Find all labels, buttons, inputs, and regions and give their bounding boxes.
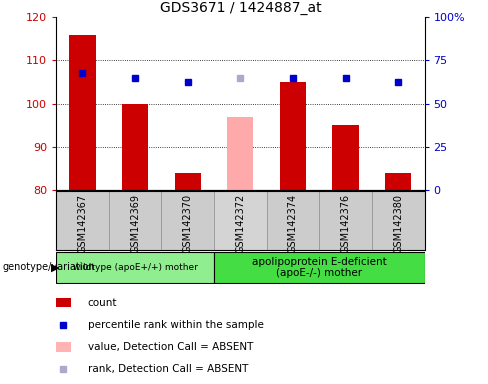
Text: count: count [88, 298, 117, 308]
Text: GSM142380: GSM142380 [393, 194, 403, 253]
Bar [280, 82, 306, 190]
Text: GSM142372: GSM142372 [235, 194, 245, 253]
Text: ▶: ▶ [51, 262, 60, 273]
Title: GDS3671 / 1424887_at: GDS3671 / 1424887_at [160, 1, 321, 15]
Text: value, Detection Call = ABSENT: value, Detection Call = ABSENT [88, 342, 253, 352]
Text: GSM142374: GSM142374 [288, 194, 298, 253]
Bar [69, 35, 96, 190]
Bar [175, 173, 201, 190]
Text: wildtype (apoE+/+) mother: wildtype (apoE+/+) mother [73, 263, 198, 272]
FancyBboxPatch shape [214, 252, 425, 283]
Text: genotype/variation: genotype/variation [2, 262, 95, 273]
Text: percentile rank within the sample: percentile rank within the sample [88, 320, 264, 330]
Text: GSM142369: GSM142369 [130, 194, 140, 253]
Bar [332, 125, 359, 190]
FancyBboxPatch shape [56, 252, 214, 283]
Bar [122, 104, 148, 190]
Text: apolipoprotein E-deficient
(apoE-/-) mother: apolipoprotein E-deficient (apoE-/-) mot… [252, 257, 386, 278]
Text: GSM142370: GSM142370 [183, 194, 193, 253]
Text: GSM142367: GSM142367 [78, 194, 87, 253]
Bar [227, 117, 253, 190]
Text: rank, Detection Call = ABSENT: rank, Detection Call = ABSENT [88, 364, 248, 374]
Bar [385, 173, 411, 190]
Bar [214, 191, 266, 250]
FancyBboxPatch shape [56, 342, 71, 351]
Text: GSM142376: GSM142376 [341, 194, 350, 253]
FancyBboxPatch shape [56, 298, 71, 307]
